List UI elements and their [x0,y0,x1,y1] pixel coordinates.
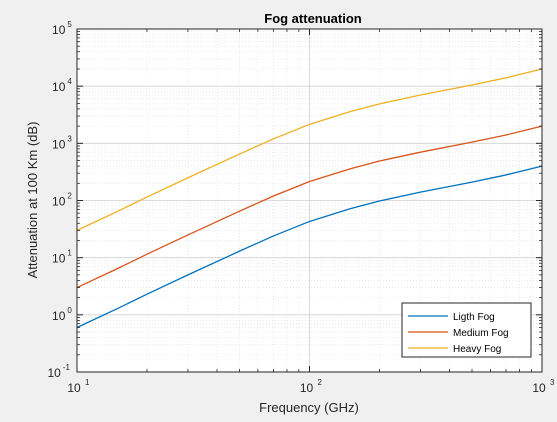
y-tick-exponent: 5 [67,20,72,29]
tick-marks [76,28,543,373]
x-tick-label: 10 [67,381,81,395]
series-layer [76,68,543,329]
y-tick-label: 10 [52,23,66,37]
legend-label-3: Heavy Fog [453,344,501,355]
chart-title: Fog attenuation [264,11,362,26]
x-tick-exponent: 2 [318,378,323,387]
x-tick-labels: 10 1 10 2 10 3 [67,378,555,395]
y-axis-label: Attenuation at 100 Km (dB) [25,122,40,279]
y-tick-exponent: 3 [67,134,72,143]
y-tick-label: 10 [52,195,66,209]
legend-label-1: Ligth Fog [453,312,495,323]
series-line-2 [76,125,543,289]
x-axis-label: Frequency (GHz) [259,400,359,415]
y-tick-exponent: 2 [67,192,72,201]
y-tick-exponent: 4 [67,77,72,86]
y-tick-exponent: 1 [67,249,72,258]
legend: Ligth Fog Medium Fog Heavy Fog [401,302,532,358]
y-tick-exponent: -1 [63,363,71,372]
y-tick-exponent: 0 [67,306,72,315]
x-tick-label: 10 [532,381,546,395]
y-tick-label: 10 [52,252,66,266]
series-line-3 [76,68,543,231]
legend-label-2: Medium Fog [453,328,509,339]
y-tick-label: 10 [52,80,66,94]
x-tick-exponent: 3 [550,378,555,387]
y-tick-label: 10 [52,309,66,323]
y-tick-label: 10 [47,366,61,380]
x-tick-exponent: 1 [85,378,90,387]
y-tick-label: 10 [52,137,66,151]
x-tick-label: 10 [300,381,314,395]
series-line-1 [76,165,543,329]
